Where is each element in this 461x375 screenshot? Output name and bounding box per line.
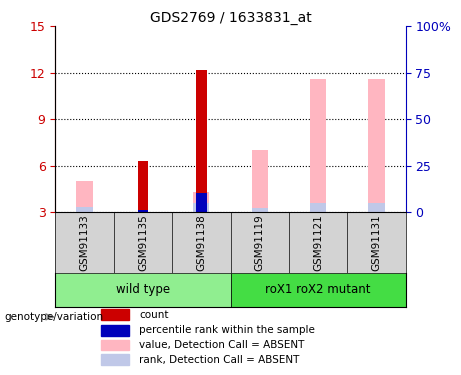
Bar: [368, 203, 384, 212]
Text: GSM91135: GSM91135: [138, 214, 148, 271]
Text: count: count: [139, 310, 169, 320]
Bar: [196, 194, 207, 212]
Bar: [138, 210, 148, 212]
Bar: [101, 309, 129, 320]
Bar: [310, 79, 326, 212]
Bar: [193, 192, 209, 212]
Bar: [193, 203, 209, 212]
Text: roX1 roX2 mutant: roX1 roX2 mutant: [266, 283, 371, 296]
Title: GDS2769 / 1633831_at: GDS2769 / 1633831_at: [150, 11, 311, 25]
Text: GSM91131: GSM91131: [372, 214, 382, 271]
Bar: [77, 181, 93, 212]
Bar: [310, 203, 326, 212]
Bar: [230, 273, 406, 307]
Text: GSM91121: GSM91121: [313, 214, 323, 271]
Bar: [101, 325, 129, 336]
Bar: [196, 70, 207, 212]
Text: GSM91133: GSM91133: [79, 214, 89, 271]
Text: value, Detection Call = ABSENT: value, Detection Call = ABSENT: [139, 340, 305, 350]
Bar: [138, 161, 148, 212]
Bar: [252, 150, 268, 212]
Bar: [101, 354, 129, 365]
Text: rank, Detection Call = ABSENT: rank, Detection Call = ABSENT: [139, 355, 300, 364]
Text: GSM91138: GSM91138: [196, 214, 207, 271]
Text: genotype/variation: genotype/variation: [5, 312, 104, 322]
Bar: [368, 79, 384, 212]
Bar: [252, 208, 268, 212]
Text: GSM91119: GSM91119: [254, 214, 265, 271]
Text: percentile rank within the sample: percentile rank within the sample: [139, 326, 315, 335]
Text: wild type: wild type: [116, 283, 170, 296]
Bar: [101, 339, 129, 351]
Bar: [55, 273, 230, 307]
Bar: [77, 207, 93, 212]
